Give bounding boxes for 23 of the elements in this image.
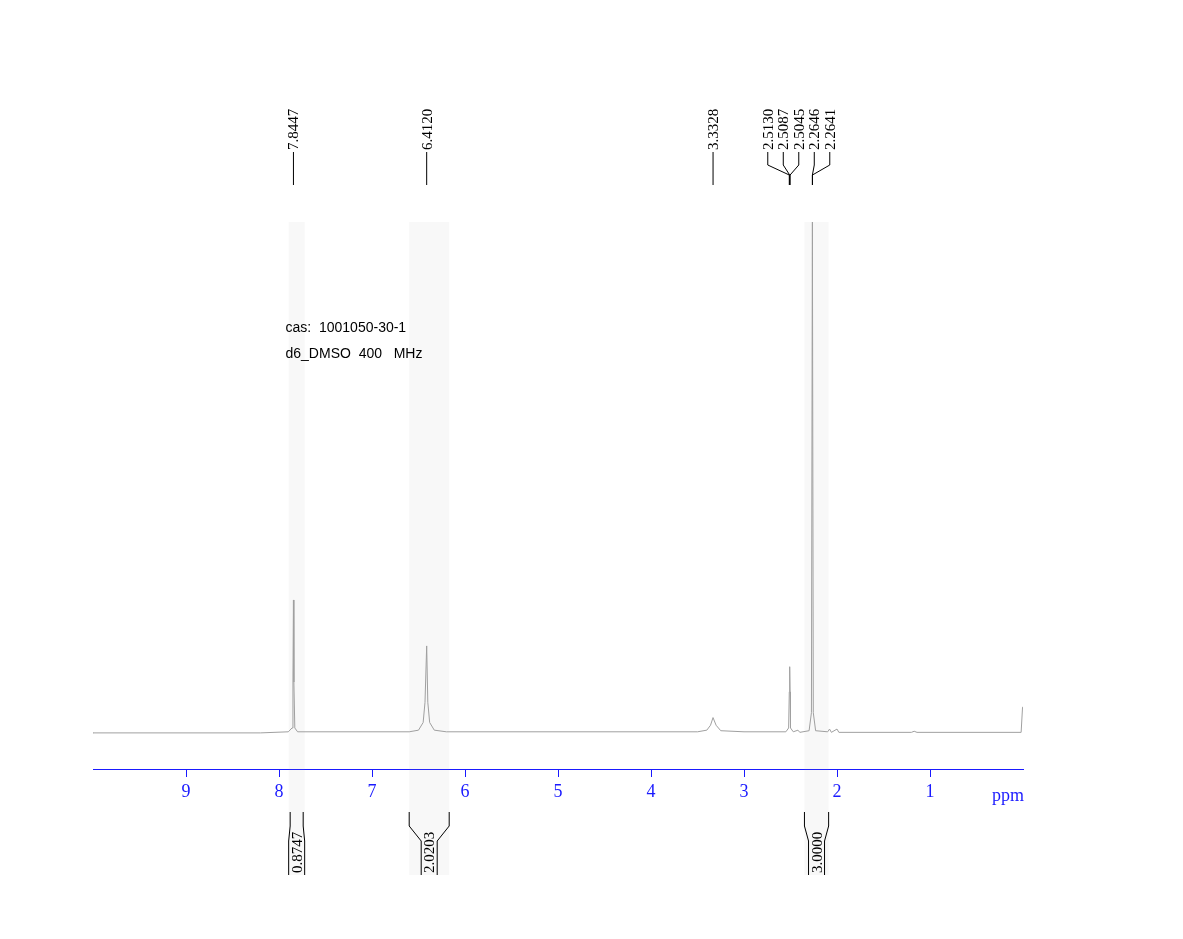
annotation: 6.4120 (418, 108, 435, 150)
annotation: 2.2646 (806, 108, 823, 150)
x-tick-label: 3 (739, 780, 749, 801)
annotation: 2.5130 (759, 108, 776, 150)
x-tick-label: 7 (367, 780, 377, 801)
x-tick-label: 4 (646, 780, 656, 801)
x-tick-label: 1 (925, 780, 935, 801)
x-tick-label: 9 (181, 780, 191, 801)
x-tick-label: 6 (460, 780, 470, 801)
band-label: 0.8747 (288, 831, 305, 873)
annotation: 2.5087 (775, 108, 792, 150)
x-tick-label: 8 (274, 780, 284, 801)
x-axis-title: ppm (991, 784, 1024, 805)
x-tick-label: 2 (832, 780, 842, 801)
annotation: 2.2641 (821, 108, 838, 150)
annotation: 7.8447 (285, 108, 302, 150)
annotation: cas: 1001050-30-1 (285, 319, 407, 335)
band-label: 3.0000 (808, 831, 825, 873)
annotation: d6_DMSO 400 MHz (285, 345, 423, 361)
annotation: 3.3328 (705, 108, 722, 150)
annotation: 2.5045 (790, 108, 807, 150)
band-label: 2.0203 (421, 831, 438, 873)
x-tick-label: 5 (553, 780, 563, 801)
